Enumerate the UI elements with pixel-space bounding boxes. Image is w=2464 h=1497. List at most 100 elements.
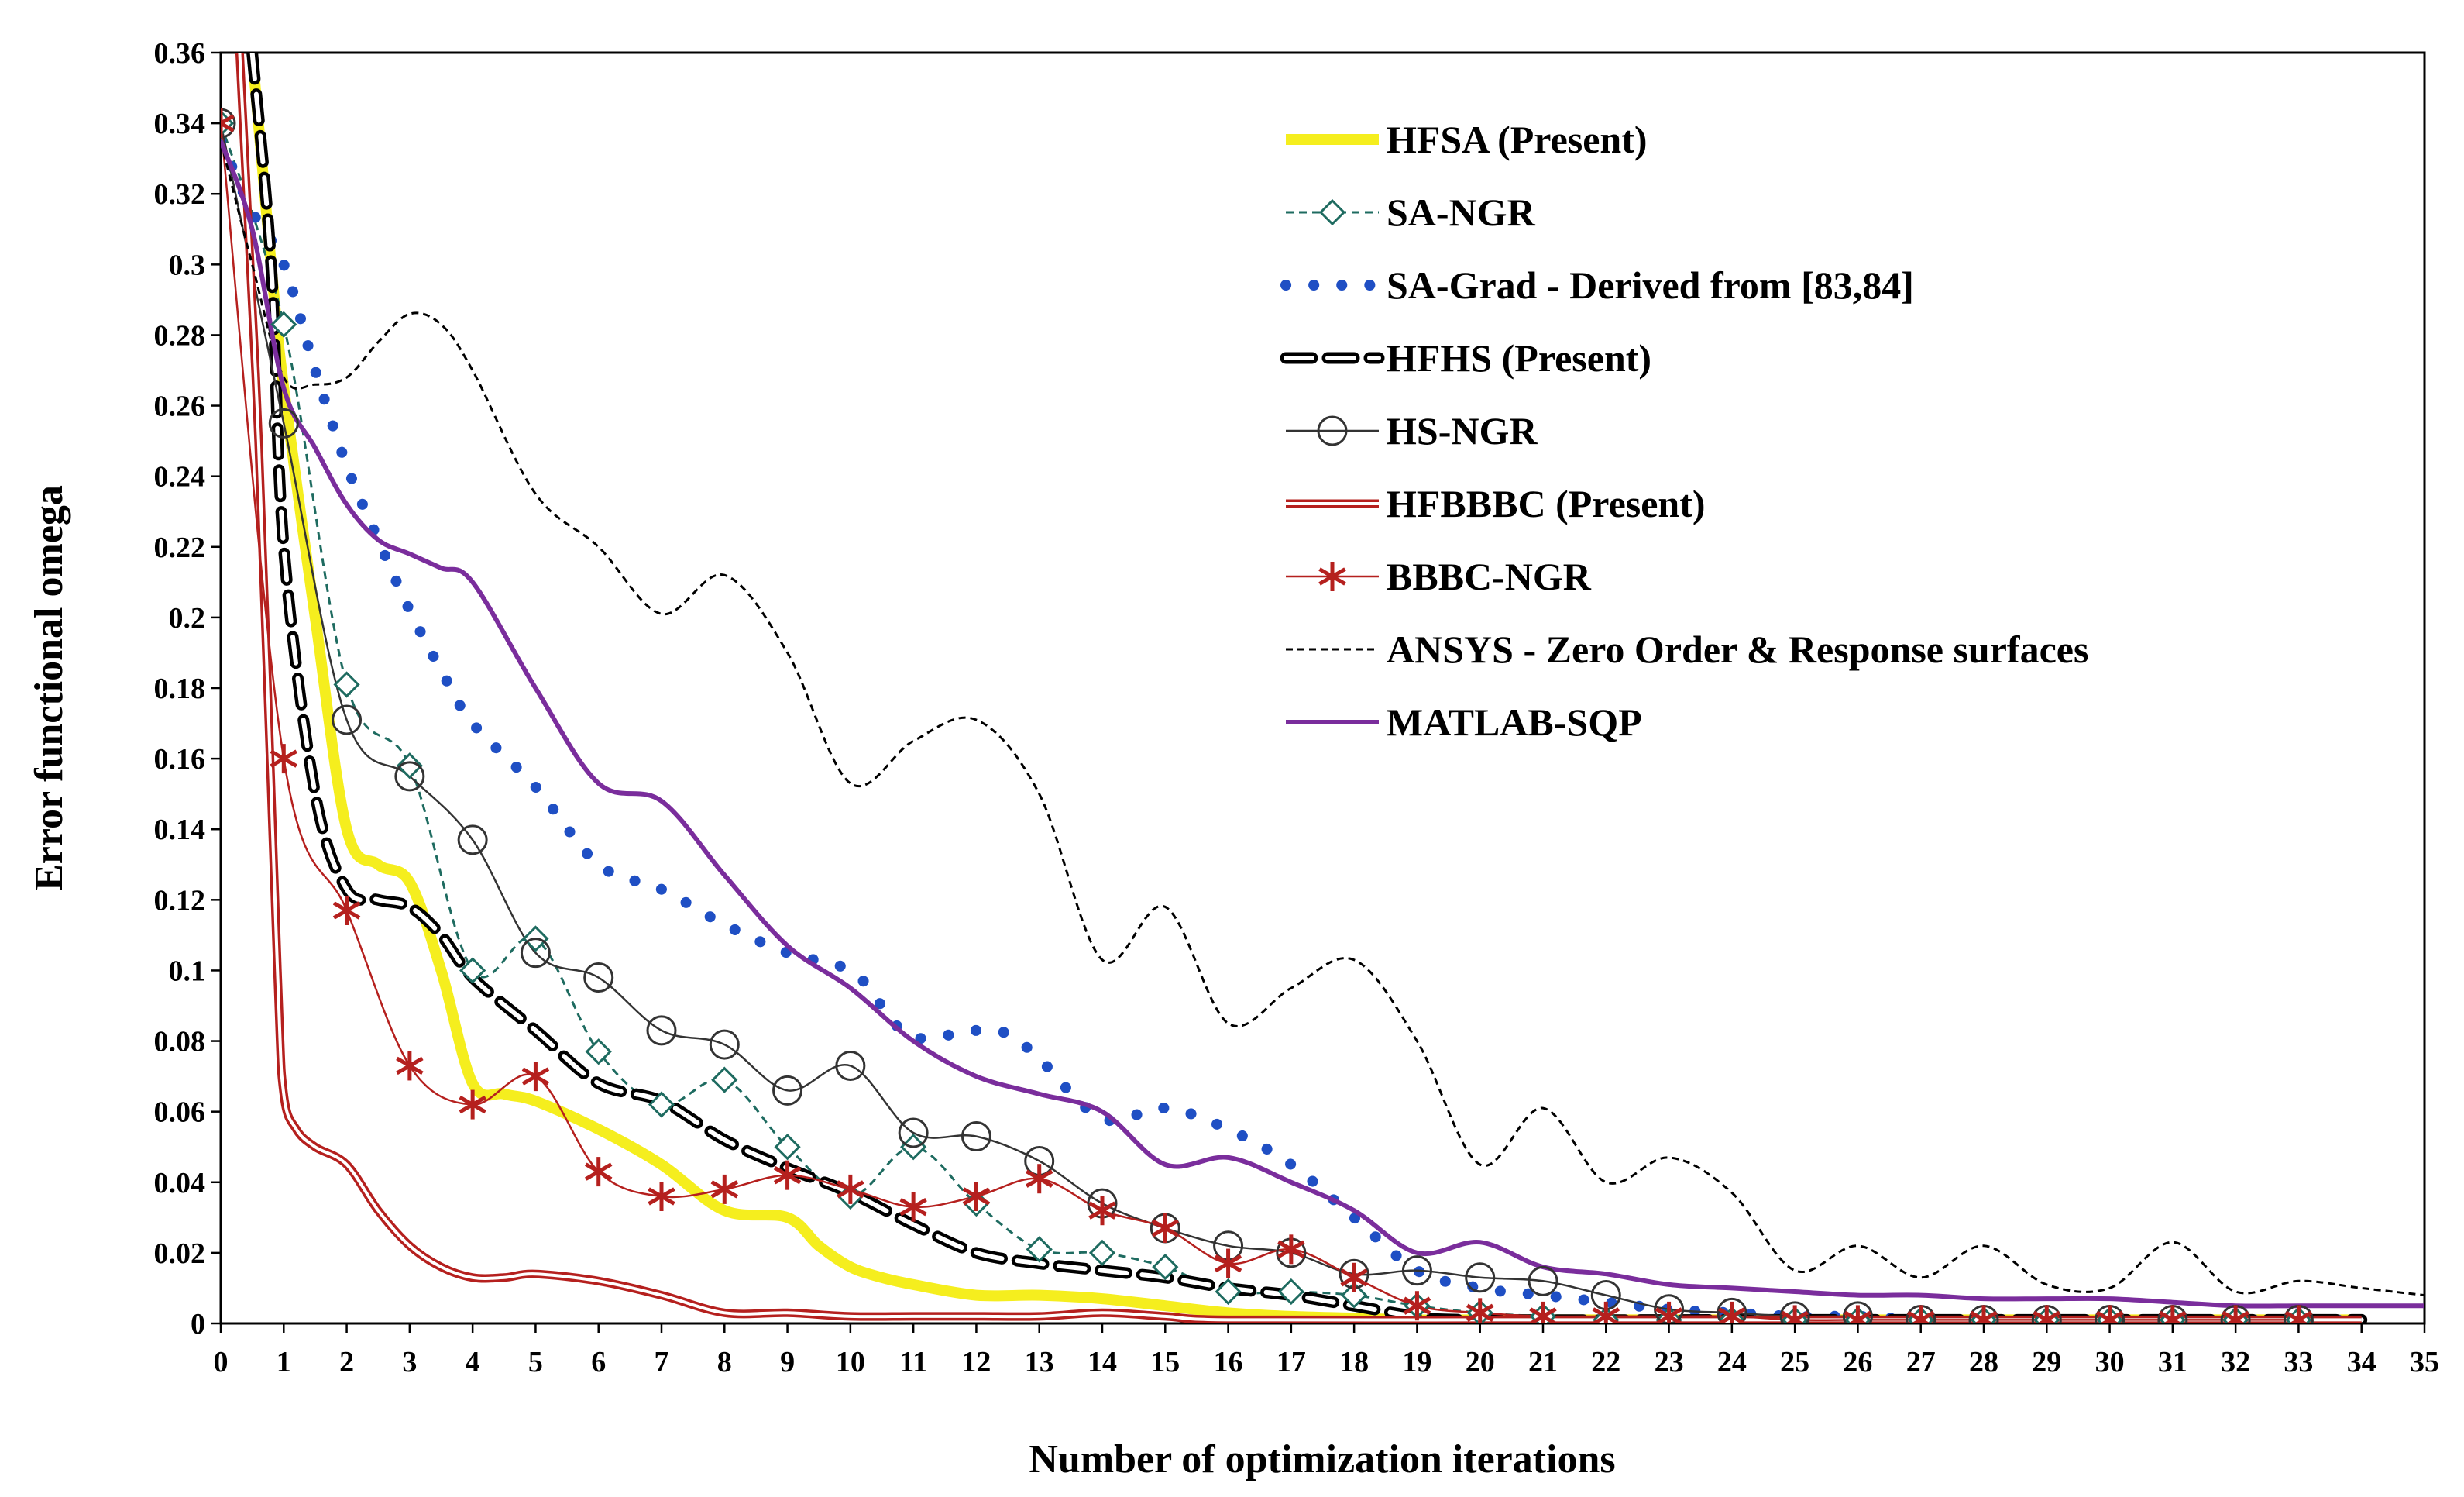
asterisk-stroke [585, 1162, 613, 1181]
series-6-point [962, 1182, 991, 1211]
series-4-point [709, 1029, 740, 1060]
y-tick-label: 0.02 [154, 1237, 206, 1270]
series-line-6 [221, 122, 2299, 1322]
series-4-point [1528, 1265, 1558, 1296]
y-tick-label: 0.04 [154, 1167, 206, 1199]
x-tick-label: 3 [402, 1346, 417, 1378]
x-tick-label: 32 [2221, 1346, 2250, 1378]
asterisk-stroke [1403, 1296, 1431, 1315]
series-6-point [837, 1174, 864, 1204]
series-4-point [1842, 1301, 1873, 1323]
series-4-point [268, 408, 299, 439]
x-tick-label: 17 [1277, 1346, 1306, 1378]
series-4-point [1779, 1301, 1810, 1323]
asterisk-stroke [2099, 1310, 2124, 1323]
series-6-point [1088, 1196, 1116, 1226]
legend-label: SA-NGR [1387, 191, 1536, 234]
asterisk-stroke [773, 1166, 802, 1185]
x-tick-label: 22 [1591, 1346, 1620, 1378]
series-4-point [221, 108, 236, 139]
asterisk-stroke [1318, 567, 1346, 586]
series-6-point [270, 744, 297, 774]
y-tick-label: 0 [191, 1308, 205, 1340]
series-4-point [583, 962, 614, 993]
series-line-2 [221, 135, 2367, 1323]
series-line-7 [221, 140, 2424, 1297]
y-tick-label: 0.08 [154, 1026, 206, 1058]
series-6-point [1655, 1301, 1683, 1323]
series-6-point [2033, 1305, 2060, 1323]
series-4-point [961, 1121, 991, 1152]
series-6-point [1781, 1305, 1809, 1323]
series-6-point [899, 1192, 927, 1222]
asterisk-stroke [2036, 1310, 2060, 1323]
series-1-point [1152, 1253, 1179, 1281]
asterisk-stroke [2162, 1310, 2187, 1323]
legend-item: ANSYS - Zero Order & Response surfaces [1286, 628, 2088, 671]
series-6-point [1214, 1248, 1242, 1278]
x-tick-label: 29 [2032, 1346, 2061, 1378]
series-1-point [1088, 1239, 1116, 1267]
asterisk-stroke [1214, 1254, 1242, 1273]
series-line-3-inner [249, 53, 2364, 1323]
series-4-point [835, 1050, 866, 1081]
series-4-point [772, 1075, 803, 1106]
x-tick-label: 11 [899, 1346, 927, 1378]
series-line-5-inner [238, 53, 2362, 1322]
x-tick-label: 19 [1402, 1346, 1431, 1378]
x-tick-label: 2 [339, 1346, 354, 1378]
y-tick-label: 0.3 [169, 249, 206, 281]
asterisk-stroke [459, 1095, 486, 1114]
asterisk-stroke [1277, 1240, 1305, 1258]
series-1-point [585, 1038, 612, 1065]
x-tick-label: 18 [1339, 1346, 1369, 1378]
series-6-point [773, 1160, 802, 1190]
y-tick-label: 0.18 [154, 673, 206, 705]
series-6-point [710, 1174, 738, 1204]
asterisk-stroke [1718, 1307, 1746, 1323]
asterisk-stroke [1151, 1219, 1179, 1237]
series-6-point [1844, 1305, 1872, 1323]
series-6-point [1151, 1213, 1179, 1243]
x-tick-label: 21 [1528, 1346, 1558, 1378]
y-tick-label: 0.12 [154, 884, 206, 917]
series-6-point [332, 896, 361, 925]
x-tick-label: 4 [466, 1346, 480, 1378]
x-tick-label: 8 [717, 1346, 732, 1378]
legend-item: HFHS (Present) [1280, 336, 1651, 380]
asterisk-stroke [710, 1180, 738, 1199]
y-tick-label: 0.28 [154, 319, 206, 352]
x-tick-label: 6 [591, 1346, 606, 1378]
series-1-point [1277, 1278, 1304, 1306]
legend-marker [1318, 198, 1346, 226]
series-6-point [2159, 1305, 2187, 1323]
x-tick-label: 10 [836, 1346, 865, 1378]
asterisk-stroke [1088, 1201, 1116, 1220]
x-tick-label: 30 [2095, 1346, 2125, 1378]
series-1-point [1341, 1282, 1368, 1309]
x-tick-label: 23 [1655, 1346, 1684, 1378]
legend-item: SA-NGR [1286, 191, 1536, 234]
y-tick-label: 0.26 [154, 391, 206, 423]
x-tick-label: 1 [277, 1346, 291, 1378]
plot-frame [219, 51, 2426, 1325]
legend-item: HFBBBC (Present) [1286, 482, 1706, 525]
legend-label: HS-NGR [1387, 409, 1538, 453]
legend-marker [1318, 562, 1346, 591]
series-6-point [521, 1062, 550, 1092]
series-6-point [1403, 1291, 1431, 1321]
series-6-point [1970, 1305, 1998, 1323]
series-4-point [898, 1117, 929, 1148]
x-tick-label: 5 [528, 1346, 543, 1378]
series-1-point [1215, 1278, 1242, 1306]
series-line-3 [246, 53, 2368, 1323]
y-tick-label: 0.34 [154, 108, 206, 140]
asterisk-stroke [1910, 1310, 1935, 1323]
series-line-0 [246, 53, 2362, 1323]
series-6-point [1907, 1305, 1935, 1323]
x-tick-label: 7 [655, 1346, 669, 1378]
asterisk-stroke [2225, 1310, 2249, 1323]
x-axis-title: Number of optimization iterations [1029, 1437, 1615, 1482]
asterisk-stroke [962, 1187, 991, 1206]
